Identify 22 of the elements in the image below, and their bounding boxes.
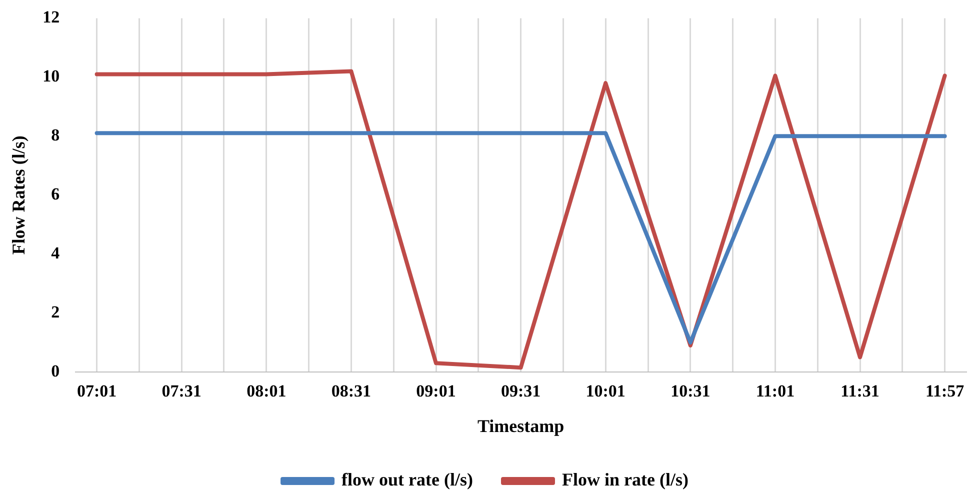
- x-tick-label: 11:57: [925, 382, 965, 401]
- legend-label: Flow in rate (l/s): [562, 470, 688, 490]
- x-tick-label: 08:31: [331, 382, 372, 401]
- y-tick-label: 6: [51, 184, 60, 204]
- y-tick-label: 4: [51, 243, 60, 262]
- x-tick-label: 10:01: [586, 382, 626, 401]
- y-tick-label: 2: [51, 302, 60, 322]
- x-tick-label: 11:01: [756, 382, 795, 401]
- legend-label: flow out rate (l/s): [342, 470, 473, 490]
- y-tick-label: 12: [42, 8, 60, 27]
- y-tick-label: 0: [51, 361, 60, 380]
- x-tick-label: 09:31: [500, 382, 541, 401]
- x-axis-title: Timestamp: [477, 416, 564, 436]
- y-tick-label: 8: [51, 126, 60, 145]
- x-tick-label: 08:01: [246, 382, 286, 401]
- x-tick-label: 10:31: [670, 382, 710, 401]
- x-tick-label: 09:01: [416, 382, 456, 401]
- x-tick-label: 07:31: [162, 382, 202, 401]
- y-tick-label: 10: [42, 66, 60, 86]
- y-axis-title: Flow Rates (l/s): [8, 136, 28, 255]
- x-tick-label: 11:31: [840, 382, 880, 401]
- x-tick-label: 07:01: [76, 382, 117, 401]
